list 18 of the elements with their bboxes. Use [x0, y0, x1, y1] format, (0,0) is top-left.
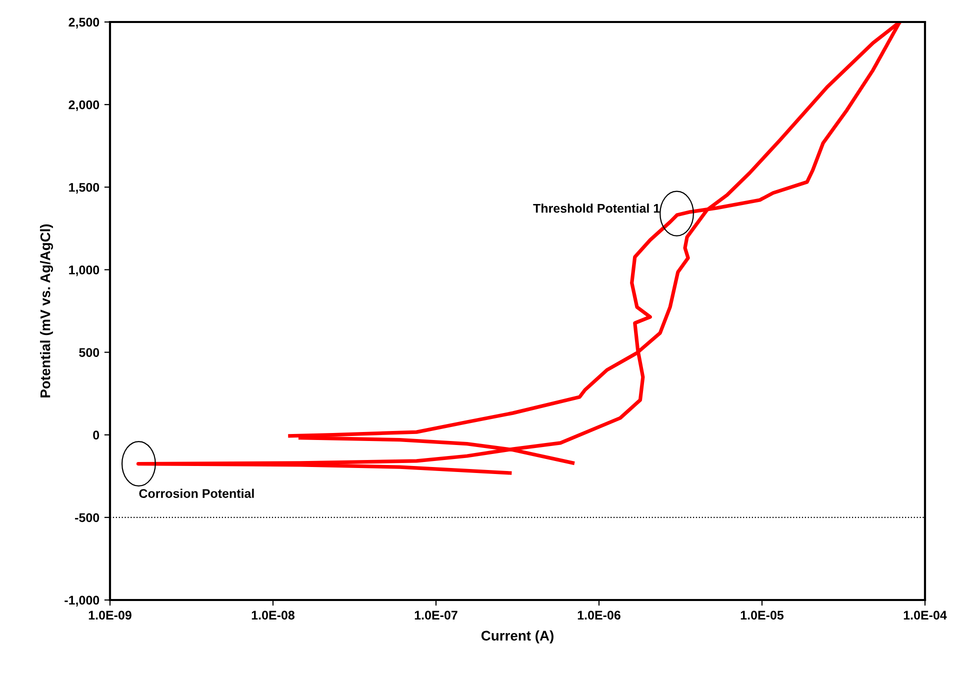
- y-axis-title: Potential (mV vs. Ag/AgCl): [40, 224, 54, 398]
- annotation: Corrosion Potential: [139, 488, 254, 498]
- y-tick-label: 2,500: [68, 18, 100, 28]
- y-tick-label: 2,000: [68, 100, 100, 112]
- y-tick-label: 1,000: [69, 266, 100, 276]
- x-tick-label: 1.0E-08: [252, 610, 295, 620]
- x-tick-label: 1.0E-07: [414, 610, 458, 620]
- y-tick-label: -1,000: [64, 596, 100, 606]
- x-tick-label: 1.0E-09: [88, 610, 132, 620]
- y-tick-label: 1,500: [69, 182, 100, 194]
- x-tick-label: 1.0E-05: [740, 610, 784, 620]
- y-tick-label: 0: [93, 430, 100, 440]
- annotation: Threshold Potential 1: [533, 204, 660, 213]
- x-tick-label: 1.0E-04: [904, 610, 947, 620]
- x-tick-label: 1.0E-06: [578, 610, 620, 620]
- y-tick-label: 500: [79, 348, 100, 357]
- x-axis-title: Current (A): [481, 630, 554, 644]
- y-tick-label: -500: [75, 513, 100, 522]
